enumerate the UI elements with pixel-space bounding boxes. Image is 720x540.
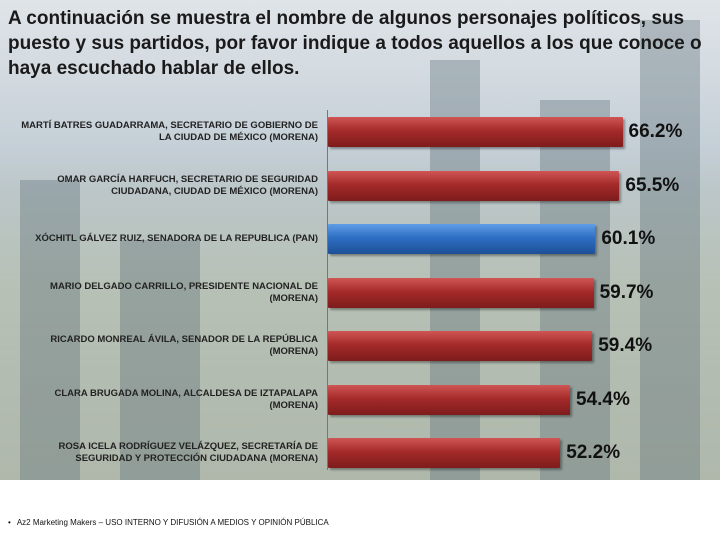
bar-value-label: 60.1% [601, 228, 656, 249]
category-label: RICARDO MONREAL ÁVILA, SENADOR DE LA REP… [50, 334, 318, 357]
footer: • Az2 Marketing Makers – USO INTERNO Y DI… [8, 518, 329, 527]
bar [328, 277, 594, 308]
bar [328, 117, 623, 147]
category-label: CLARA BRUGADA MOLINA, ALCALDESA DE IZTAP… [54, 387, 318, 411]
bar-value-label: 59.7% [599, 281, 654, 303]
category-label: XÓCHITL GÁLVEZ RUIZ, SENADORA DE LA REPU… [35, 233, 318, 244]
background-building [20, 180, 80, 480]
bar-value-label: 66.2% [628, 121, 683, 142]
bar-value-label: 59.4% [598, 335, 653, 356]
background-building [120, 240, 200, 480]
bar-value-label: 52.2% [566, 442, 621, 463]
bar [328, 224, 596, 254]
category-label: MARIO DELGADO CARRILLO, PRESIDENTE NACIO… [50, 280, 318, 304]
background-building [640, 20, 700, 480]
bar [328, 438, 561, 468]
category-label: ROSA ICELA RODRÍGUEZ VELÁZQUEZ, SECRETAR… [58, 441, 318, 464]
bar [328, 170, 620, 201]
footer-bullet: • [8, 518, 11, 527]
bar-value-label: 54.4% [576, 388, 630, 410]
category-label: OMAR GARCÍA HARFUCH, SECRETARIO DE SEGUR… [57, 173, 318, 197]
chart-title: A continuación se muestra el nombre de a… [8, 8, 702, 79]
category-axis-line [327, 110, 328, 470]
bar [328, 331, 593, 361]
category-label: MARTÍ BATRES GUADARRAMA, SECRETARIO DE G… [21, 120, 318, 143]
bar-value-label: 65.5% [625, 174, 680, 196]
bar-chart: MARTÍ BATRES GUADARRAMA, SECRETARIO DE G… [0, 110, 720, 470]
footer-text: Az2 Marketing Makers – USO INTERNO Y DIF… [16, 518, 329, 527]
bar [328, 384, 570, 415]
